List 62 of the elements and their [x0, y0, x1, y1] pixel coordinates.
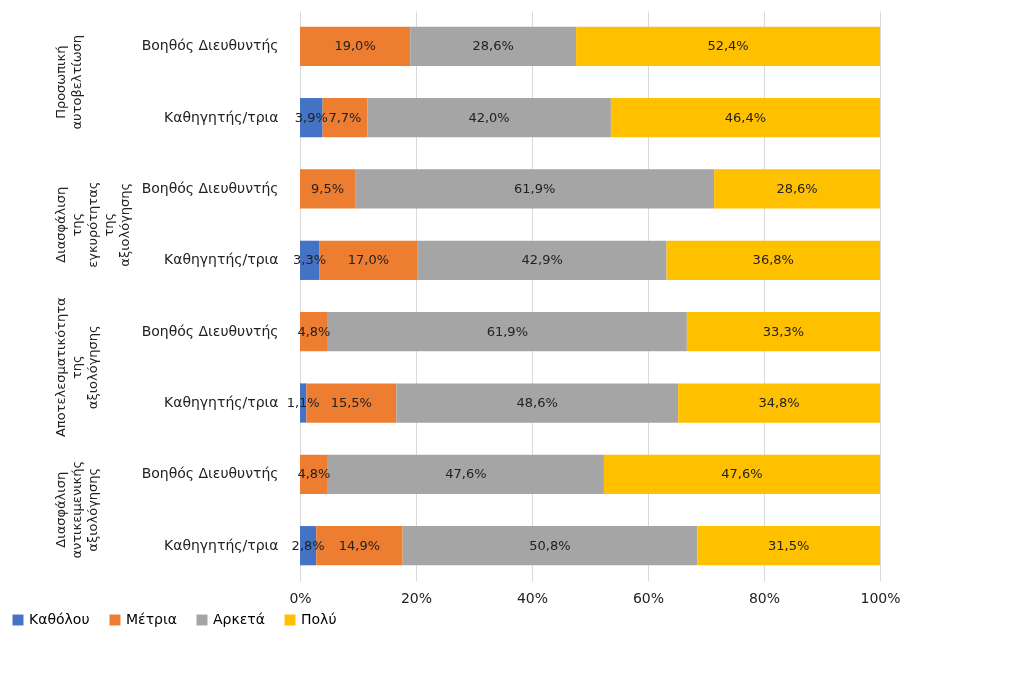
y-tick-label: Βοηθός Διευθυντής — [141, 322, 279, 339]
y-tick-label: Βοηθός Διευθυντής — [141, 37, 279, 54]
data-label: 28,6% — [472, 38, 514, 54]
bar — [686, 312, 880, 352]
bar — [697, 526, 880, 566]
data-label: 14,9% — [338, 537, 381, 553]
data-label: 7,7% — [328, 109, 362, 125]
data-label: 17,0% — [347, 252, 390, 268]
bar — [402, 526, 698, 566]
data-label: 42,0% — [468, 109, 510, 125]
data-label: 15,5% — [330, 395, 372, 411]
bar — [355, 169, 715, 209]
text: Προσωπική αυτοβελτίωση — [53, 35, 84, 130]
x-tick-label: 40% — [516, 589, 549, 606]
bar — [678, 383, 880, 423]
data-label: 61,9% — [486, 323, 529, 339]
y-tick-label: Βοηθός Διευθυντής — [141, 179, 279, 196]
y-tick-label: Καθηγητής/τρια — [163, 536, 279, 553]
legend-label: Καθόλου — [29, 611, 90, 627]
bar — [576, 26, 880, 66]
x-tick-label: 20% — [400, 589, 433, 606]
data-label: 9,5% — [311, 180, 345, 196]
bar — [300, 169, 356, 209]
bar — [610, 98, 880, 138]
text: Διασφάλιση αντικειμενικής αξιολόγησης — [53, 460, 100, 559]
data-label: 42,9% — [521, 252, 563, 268]
data-label: 33,3% — [762, 323, 805, 339]
data-label: 34,8% — [758, 395, 800, 411]
y-tick-label: Καθηγητής/τρια — [163, 394, 279, 411]
data-label: 47,6% — [721, 466, 763, 482]
x-tick-label: 80% — [748, 589, 781, 606]
data-label: 52,4% — [707, 38, 749, 54]
text: Αποτελεσματικότητα της αξιολόγησης — [53, 297, 100, 438]
y-tick-label: Καθηγητής/τρια — [163, 251, 279, 268]
y-tick-label: Καθηγητής/τρια — [163, 108, 279, 125]
legend-label: Πολύ — [301, 611, 337, 627]
data-label: 46,4% — [724, 109, 767, 125]
data-label: 1,1% — [286, 395, 320, 411]
text: Διασφάλιση της εγκυρότητας της αξιολόγησης — [53, 181, 132, 268]
data-label: 19,0% — [334, 38, 376, 54]
data-label: 2,8% — [291, 537, 325, 553]
bar — [367, 98, 611, 138]
bar — [410, 26, 577, 66]
bar — [714, 169, 880, 209]
x-tick-label: 60% — [632, 589, 665, 606]
bar — [603, 454, 880, 494]
data-label: 48,6% — [516, 395, 558, 411]
data-label: 28,6% — [776, 180, 818, 196]
x-tick-label: 100% — [860, 589, 901, 606]
x-tick-label: 0% — [289, 589, 312, 606]
y-tick-label: Βοηθός Διευθυντής — [141, 465, 279, 482]
data-label: 31,5% — [767, 537, 810, 553]
data-label: 61,9% — [513, 180, 556, 196]
data-label: 47,6% — [445, 466, 487, 482]
bar — [396, 383, 679, 423]
bar — [666, 240, 880, 280]
legend-label: Αρκετά — [213, 611, 265, 627]
bar — [417, 240, 667, 280]
data-label: 50,8% — [529, 537, 571, 553]
bar — [300, 26, 411, 66]
legend-label: Μέτρια — [126, 611, 177, 627]
data-label: 36,8% — [752, 252, 794, 268]
